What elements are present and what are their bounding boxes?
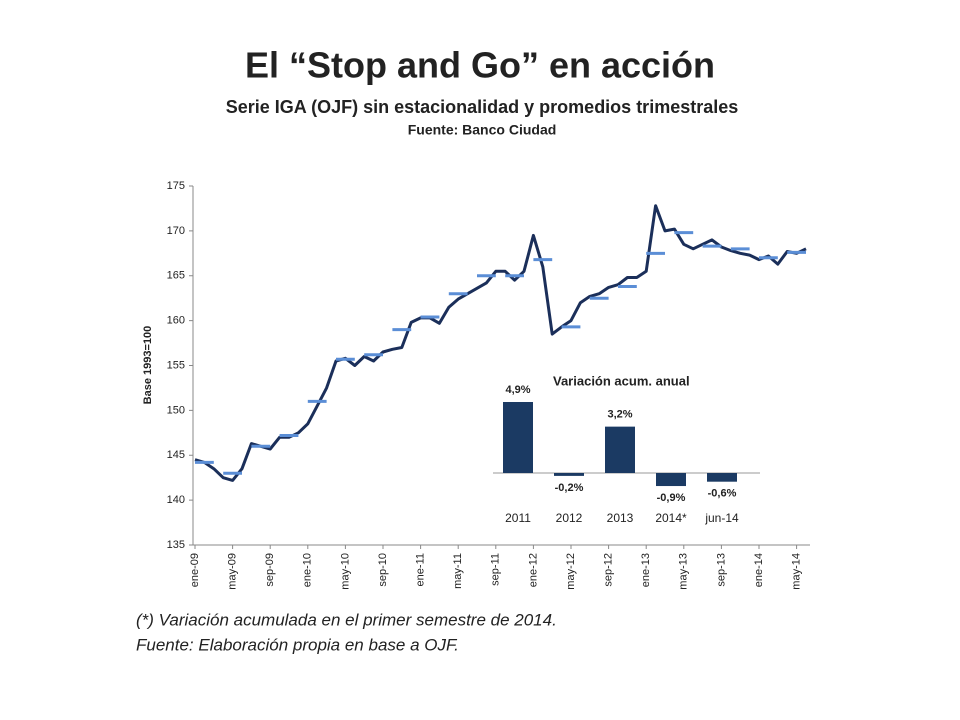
value-label: 4,9% (505, 384, 530, 396)
x-tick-label: may-12 (565, 553, 577, 590)
y-tick-label: 155 (167, 359, 185, 371)
value-label: -0,2% (555, 482, 584, 494)
x-tick-label: sep-11 (490, 553, 502, 586)
series-line (194, 204, 807, 482)
x-tick-label: 2014* (655, 511, 687, 525)
value-label: -0,9% (657, 492, 686, 504)
x-tick-label: may-14 (791, 553, 803, 590)
x-tick-label: 2011 (505, 511, 531, 525)
value-label: -0,6% (708, 488, 737, 500)
bar (503, 402, 533, 473)
x-tick-label: ene-14 (753, 553, 765, 587)
x-tick-label: sep-10 (377, 553, 389, 587)
y-tick-label: 170 (167, 225, 185, 237)
inset-title: Variación acum. anual (553, 373, 690, 388)
x-tick-label: may-09 (227, 553, 239, 590)
y-tick-label: 140 (167, 494, 185, 506)
slide-source: Fuente: Banco Ciudad (408, 122, 557, 138)
y-tick-label: 135 (167, 539, 185, 551)
bar (656, 473, 686, 487)
footnote: (*) Variación acumulada en el primer sem… (136, 610, 557, 629)
slide-subtitle: Serie IGA (OJF) sin estacionalidad y pro… (226, 97, 739, 117)
y-tick-label: 160 (167, 315, 185, 327)
x-tick-label: sep-12 (603, 553, 615, 587)
value-label: 3,2% (607, 409, 632, 421)
x-tick-label: ene-09 (189, 553, 201, 587)
x-tick-label: may-11 (452, 553, 464, 589)
y-tick-label: 145 (167, 449, 185, 461)
x-tick-label: jun-14 (704, 511, 739, 525)
x-tick-label: ene-13 (640, 553, 652, 587)
x-tick-label: may-13 (678, 553, 690, 590)
footnote: Fuente: Elaboración propia en base a OJF… (136, 635, 459, 654)
y-tick-label: 175 (167, 180, 185, 192)
x-tick-label: may-10 (339, 553, 351, 590)
bar (554, 473, 584, 476)
bar (707, 473, 737, 482)
y-axis-label: Base 1993=100 (142, 326, 154, 405)
x-tick-label: ene-11 (415, 553, 427, 586)
bar (605, 426, 635, 473)
x-tick-label: ene-12 (527, 553, 539, 587)
y-tick-label: 165 (167, 270, 185, 282)
x-tick-label: sep-09 (264, 553, 276, 587)
slide-title: El “Stop and Go” en acción (245, 45, 715, 86)
x-tick-label: sep-13 (715, 553, 727, 587)
x-tick-label: 2012 (556, 511, 583, 525)
x-tick-label: 2013 (607, 511, 634, 525)
y-tick-label: 150 (167, 404, 185, 416)
x-tick-label: ene-10 (302, 553, 314, 587)
